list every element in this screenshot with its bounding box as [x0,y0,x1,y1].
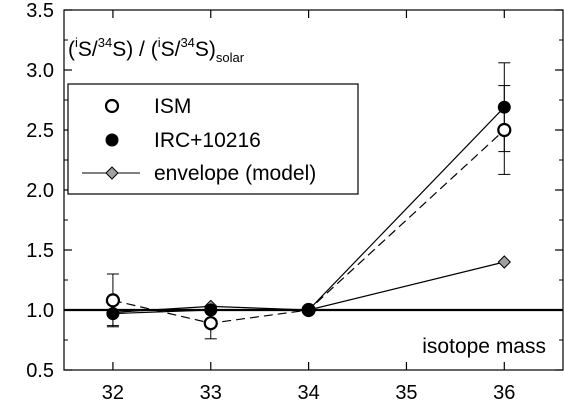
title-part: S/ [161,38,181,61]
legend: ISM IRC+10216 envelope (model) [67,83,359,195]
y-tick-label: 1.5 [26,240,54,262]
chart-title: (iS/34S) / (iS/34S)solar [68,35,245,65]
ism-point [497,122,512,138]
title-sup: i [75,35,78,50]
title-part: S) / ( [112,38,158,61]
title-sub: solar [216,50,245,65]
y-tick-label: 2.0 [26,180,54,202]
legend-label-ism: ISM [154,95,191,118]
title-part: S/ [78,38,98,61]
y-tick-label: 2.5 [26,120,54,142]
ism-point [105,293,121,308]
legend-label-envelope: envelope (model) [154,162,316,185]
x-tick-label: 36 [493,382,515,404]
legend-diamond-icon [105,166,119,180]
x-tick-label: 35 [395,382,417,404]
irc-point [497,100,511,114]
series-line-1 [112,106,505,315]
legend-label-irc: IRC+10216 [154,129,261,152]
x-axis-label: isotope mass [422,335,546,358]
irc-point [106,307,120,321]
legend-open-circle-icon [104,98,120,114]
irc-point [302,303,316,317]
y-tick-label: 1.0 [26,300,54,322]
title-sup: 34 [180,35,194,50]
y-tick-label: 3.0 [26,60,54,82]
irc-point [204,303,218,317]
ism-point [203,316,218,331]
x-tick-label: 34 [297,382,319,404]
y-tick-label: 3.5 [26,0,54,22]
x-tick-label: 33 [200,382,222,404]
title-part: ( [68,38,75,61]
legend-filled-circle-icon [105,133,119,147]
title-sup: 34 [98,35,112,50]
title-sup: i [158,35,161,50]
series-line-2 [112,261,505,313]
title-part: S) [195,38,216,61]
envelope-point [497,255,512,269]
x-tick-label: 32 [102,382,124,404]
y-tick-label: 0.5 [26,360,54,382]
